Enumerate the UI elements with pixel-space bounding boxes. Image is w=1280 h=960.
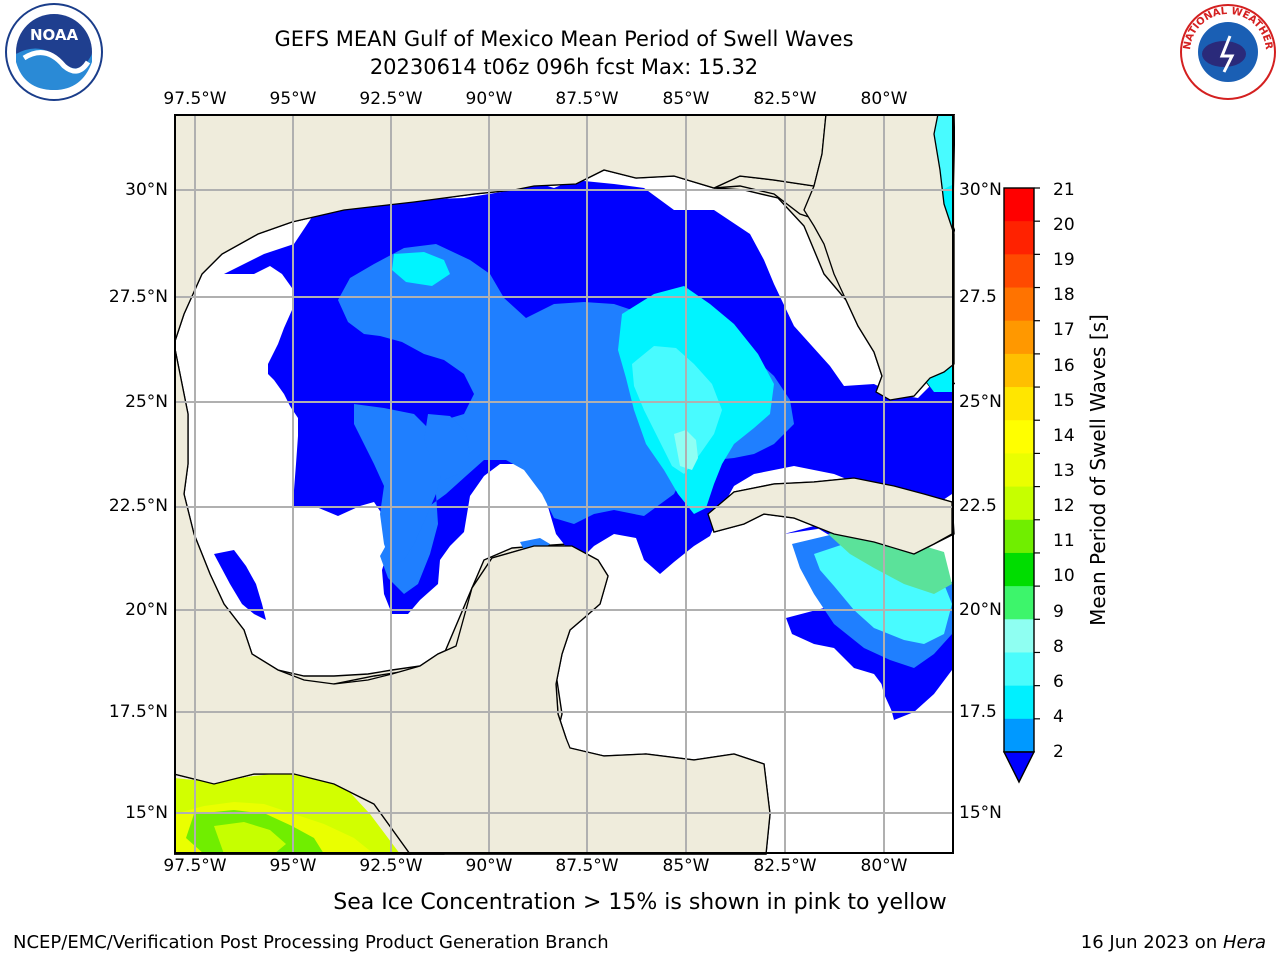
colorbar-tick-label: 6 (1053, 672, 1064, 692)
lat-label-left: 27.5°N (108, 287, 168, 307)
lon-label-top: 85°W (662, 89, 710, 109)
colorbar-tick-label: 2 (1053, 742, 1064, 762)
colorbar-band (1004, 685, 1034, 720)
lat-label-right: 15°N (959, 803, 1002, 823)
colorbar-tick-label: 20 (1053, 215, 1075, 235)
field-6s-bay (424, 414, 470, 480)
nws-logo: NATIONAL WEATHER SERVICE (1178, 2, 1276, 100)
graticule (174, 114, 954, 854)
lat-label-right: 17.5 (959, 702, 997, 722)
footer-date: 16 Jun 2023 on Hera (1081, 932, 1266, 953)
lat-label-left: 15°N (125, 803, 168, 823)
colorbar-band (1004, 453, 1034, 488)
colorbar-tick-label: 16 (1053, 356, 1075, 376)
field-8s (632, 346, 722, 474)
land-us-overlay (174, 114, 827, 345)
colorbar-band (1004, 287, 1034, 322)
colorbar-band (1004, 552, 1034, 587)
gulf-map (174, 114, 955, 855)
lon-label-bottom: 82.5°W (753, 856, 817, 876)
lat-label-left: 20°N (125, 600, 168, 620)
field-6s-west (392, 252, 450, 286)
lon-label-top: 82.5°W (753, 89, 817, 109)
colorbar-tick-label: 18 (1053, 285, 1075, 305)
lat-label-left: 25°N (125, 392, 168, 412)
colorbar-tick-label: 15 (1053, 391, 1075, 411)
field-carib-9 (828, 526, 952, 594)
colorbar (1002, 187, 1040, 784)
field-2s-west (214, 550, 266, 620)
lon-label-top: 80°W (860, 89, 908, 109)
footer-host: Hera (1222, 932, 1266, 953)
colorbar-extension (1002, 751, 1036, 784)
colorbar-tick-label: 17 (1053, 320, 1075, 340)
map-frame (174, 114, 954, 854)
land-cuba-overlay (707, 477, 953, 555)
lon-label-top: 92.5°W (359, 89, 423, 109)
field-pacific-13b (214, 822, 286, 854)
lon-label-bottom: 97.5°W (163, 856, 227, 876)
lon-label-bottom: 90°W (465, 856, 513, 876)
colorbar-tick-label: 14 (1053, 426, 1075, 446)
lon-label-bottom: 95°W (269, 856, 317, 876)
colorbar-tick-label: 4 (1053, 707, 1064, 727)
colorbar-tick-label: 10 (1053, 566, 1075, 586)
footer-date-text: 16 Jun 2023 on (1080, 932, 1223, 953)
colorbar-band (1004, 254, 1034, 289)
lon-label-top: 97.5°W (163, 89, 227, 109)
colorbar-band (1004, 353, 1034, 388)
colorbar-band (1004, 320, 1034, 355)
colorbar-band (1004, 619, 1034, 653)
noaa-logo: NOAA (5, 3, 103, 101)
lat-label-right: 20°N (959, 600, 1002, 620)
lat-label-right: 30°N (959, 180, 1002, 200)
colorbar-bands (1003, 187, 1040, 753)
colorbar-tick-label: 19 (1053, 250, 1075, 270)
lat-label-left: 30°N (125, 180, 168, 200)
lon-label-bottom: 85°W (662, 856, 710, 876)
colorbar-tick-label: 8 (1053, 637, 1064, 657)
lat-label-left: 22.5°N (108, 496, 168, 516)
chart-title: GEFS MEAN Gulf of Mexico Mean Period of … (274, 27, 854, 51)
colorbar-band (1004, 652, 1034, 687)
colorbar-band (1004, 519, 1034, 554)
field-4s (338, 244, 794, 594)
lat-label-right: 27.5 (959, 287, 997, 307)
lat-label-right: 22.5 (959, 496, 997, 516)
footer-credit: NCEP/EMC/Verification Post Processing Pr… (13, 932, 609, 953)
colorbar-band (1004, 420, 1034, 454)
lon-label-top: 90°W (465, 89, 513, 109)
colorbar-band (1004, 586, 1034, 620)
colorbar-band (1004, 188, 1034, 222)
lon-label-top: 95°W (269, 89, 317, 109)
colorbar-band (1004, 486, 1034, 521)
colorbar-band (1004, 387, 1034, 421)
colorbar-title: Mean Period of Swell Waves [s] (1086, 314, 1110, 626)
lon-label-top: 87.5°W (555, 89, 619, 109)
land-overlay (174, 114, 955, 855)
chart-subtitle: 20230614 t06z 096h fcst Max: 15.32 (369, 55, 759, 79)
colorbar-tick-label: 13 (1053, 461, 1075, 481)
colorbar-band (1004, 718, 1034, 753)
colorbar-tick-label: 11 (1053, 531, 1075, 551)
lon-label-bottom: 87.5°W (555, 856, 619, 876)
sea-ice-note: Sea Ice Concentration > 15% is shown in … (333, 890, 947, 915)
field-4s-bay (354, 404, 444, 566)
colorbar-band (1004, 221, 1034, 255)
lat-label-right: 25°N (959, 392, 1002, 412)
colorbar-tick-label: 9 (1053, 602, 1064, 622)
colorbar-tick-label: 12 (1053, 496, 1075, 516)
colorbar-tick-label: 21 (1053, 180, 1075, 200)
land-florida-overlay (803, 114, 955, 401)
lon-label-bottom: 92.5°W (359, 856, 423, 876)
noaa-logo-text: NOAA (30, 26, 79, 44)
lat-label-left: 17.5°N (108, 702, 168, 722)
lon-label-bottom: 80°W (860, 856, 908, 876)
